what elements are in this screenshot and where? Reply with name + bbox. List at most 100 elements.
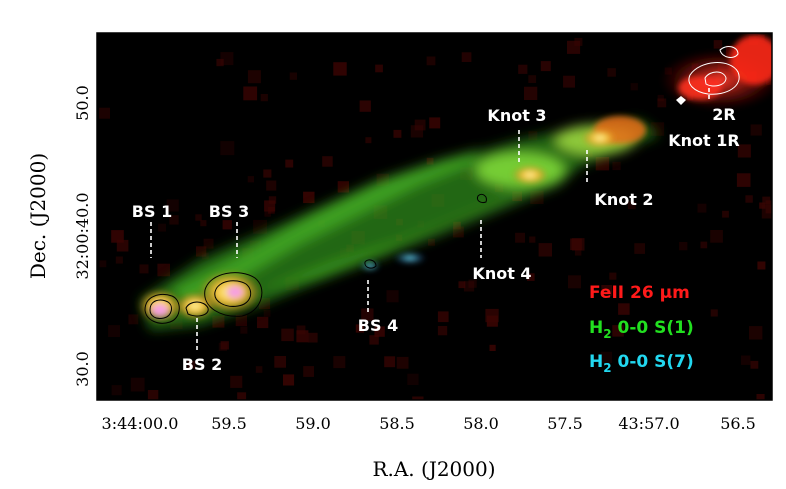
noise-pixel [374,326,385,337]
noise-pixel [412,396,424,400]
noise-pixel [468,279,477,288]
noise-pixel [264,200,276,212]
noise-pixel [756,394,765,400]
noise-pixel [169,215,179,225]
noise-pixel [595,157,610,171]
noise-pixel [529,236,536,243]
x-tick-label: 58.0 [463,414,499,433]
noise-pixel [116,239,129,252]
noise-pixel [111,230,124,243]
noise-pixel [452,226,464,238]
noise-pixel [485,308,499,323]
noise-pixel [489,344,496,351]
noise-pixel [396,356,409,369]
noise-pixel [386,290,399,303]
noise-pixel [426,56,436,66]
noise-pixel [429,117,441,129]
noise-pixel [263,309,271,317]
noise-pixel [240,326,248,334]
noise-pixel [200,220,207,227]
noise-pixel [264,210,271,217]
tick-marks [97,102,734,400]
noise-pixel [538,243,552,257]
label-knot-1r: Knot 1R [668,131,739,150]
noise-pixel [283,374,295,386]
noise-pixel [333,356,346,369]
noise-pixel [220,141,235,156]
noise-pixel [218,342,227,351]
legend-feii: FeII 26 µm [589,283,690,303]
noise-pixel [426,157,434,165]
noise-pixel [130,377,145,392]
noise-pixel [570,238,582,251]
noise-pixel [285,159,294,168]
noise-pixel [414,119,426,131]
noise-pixel [713,40,723,49]
noise-pixel [524,86,538,100]
y-tick-label: 30.0 [73,351,92,387]
x-tick-label: 59.5 [211,414,247,433]
noise-pixel [437,326,448,336]
noise-pixel [247,70,261,84]
noise-pixel [765,200,772,214]
noise-pixel [266,180,277,191]
legend: FeII 26 µm H2 0-0 S(1) H2 0-0 S(7) [589,283,694,375]
noise-pixel [253,219,267,234]
noise-pixel [757,261,766,270]
y-tick-label: 50.0 [73,85,92,121]
x-tick-label: 57.5 [547,414,583,433]
noise-pixel [303,191,315,204]
noise-pixel [407,373,419,385]
noise-pixel [745,195,753,203]
label-knot-3: Knot 3 [487,106,546,125]
noise-pixel [627,201,636,210]
noise-pixel [750,124,762,136]
noise-pixel [528,131,538,141]
y-tick-label: 32:00:40.0 [73,192,92,279]
noise-pixel [289,72,297,80]
noise-pixel [128,314,139,325]
noise-pixel [762,196,771,205]
noise-pixel [195,214,202,221]
noise-pixel [761,204,772,219]
noise-pixel [428,238,435,246]
noise-pixel [697,203,707,213]
noise-pixel [458,281,466,289]
noise-pixel [99,107,110,119]
label-bs-3: BS 3 [209,202,249,221]
x-tick-label: 43:57.0 [618,414,679,433]
noise-pixel [220,341,229,350]
image-layer [99,34,772,400]
noise-pixel [572,238,585,251]
noise-pixel [216,58,224,67]
noise-pixel [268,207,275,214]
x-tick-label: 56.5 [720,414,756,433]
noise-pixel [369,335,379,345]
noise-pixel [461,52,472,62]
noise-pixel [235,314,247,327]
noise-pixel [601,285,613,296]
noise-pixel [700,241,708,249]
noise-pixel [115,256,123,264]
noise-pixel [612,325,624,337]
noise-pixel [147,390,159,400]
noise-pixel [333,62,347,76]
noise-pixel [187,360,196,369]
noise-pixel [710,309,718,317]
noise-pixel [679,242,688,251]
noise-pixel [563,75,575,88]
noise-pixel [111,385,122,396]
y-axis-label: Dec. (J2000) [26,153,50,279]
label-bs-1: BS 1 [132,202,172,221]
noise-pixel [203,238,214,249]
label-2r: 2R [712,105,735,124]
noise-pixel [528,75,537,83]
x-tick-label: 3:44:00.0 [102,414,179,433]
noise-pixel [741,355,751,365]
x-tick-label: 58.5 [379,414,415,433]
noise-pixel [618,303,630,315]
noise-pixel [201,252,209,260]
legend-h2-s7: H2 0-0 S(7) [589,352,694,375]
noise-pixel [568,275,581,289]
noise-pixel [237,392,247,400]
